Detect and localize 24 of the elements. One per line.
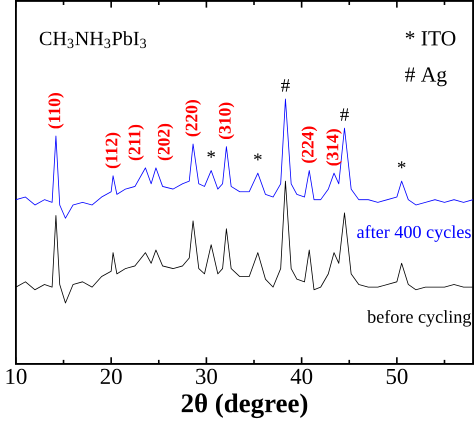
annotation: (202) xyxy=(157,124,174,160)
annotation: (310) xyxy=(218,102,234,140)
text: * ITO xyxy=(406,31,456,46)
x-axis-title: 2θ (degree) xyxy=(182,394,308,418)
x-tick-label: 30 xyxy=(196,368,217,384)
x-tick-label: 50 xyxy=(386,368,408,384)
annotation: (220) xyxy=(185,100,201,137)
annotation: (224) xyxy=(301,126,318,164)
x-tick-label: 40 xyxy=(290,368,312,384)
annotation: (112) xyxy=(105,132,121,168)
annotation: * xyxy=(207,151,215,158)
annotation: (110) xyxy=(48,93,64,129)
x-tick-label: 10 xyxy=(6,368,26,384)
annotation: # xyxy=(281,79,290,92)
annotation: (314) xyxy=(326,129,342,166)
annotation: * xyxy=(254,154,262,161)
series-label: before cycling xyxy=(367,310,472,327)
series-label: after 400 cycles xyxy=(357,225,471,242)
x-tick-label: 20 xyxy=(100,368,122,384)
annotation: (211) xyxy=(128,125,144,160)
annotation: # xyxy=(340,108,349,121)
annotation: * xyxy=(398,162,406,169)
text: CH$_{3}$NH$_{3}$PbI$_{3}$ xyxy=(40,31,146,48)
text: # Ag xyxy=(405,68,447,86)
